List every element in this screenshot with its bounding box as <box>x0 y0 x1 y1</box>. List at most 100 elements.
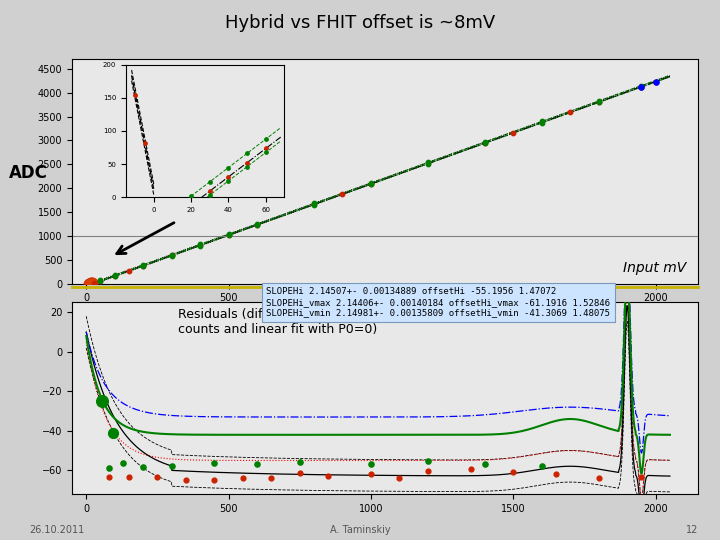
Point <box>194 240 206 249</box>
Point <box>550 469 562 478</box>
Point <box>166 251 177 260</box>
Point <box>86 278 98 287</box>
Point <box>148 233 160 242</box>
Point <box>536 461 547 470</box>
Point <box>222 231 234 240</box>
Point <box>194 241 206 250</box>
Point <box>103 472 114 481</box>
Point <box>636 83 647 91</box>
Point <box>148 230 160 238</box>
Point <box>222 163 234 172</box>
Point <box>251 460 263 469</box>
Point <box>139 138 150 147</box>
Point <box>308 200 320 208</box>
Point <box>222 230 234 239</box>
Point <box>204 191 215 199</box>
Point <box>83 279 94 288</box>
Point <box>422 466 433 475</box>
Point <box>130 90 141 99</box>
Point <box>422 159 433 168</box>
Point <box>152 473 163 482</box>
Point <box>593 98 605 107</box>
Point <box>166 251 177 259</box>
Point <box>117 459 129 468</box>
Point <box>186 201 197 210</box>
Point <box>167 215 179 224</box>
Point <box>365 179 377 187</box>
Text: SLOPEHi 2.14507+- 0.00134889 offsetHi -55.1956 1.47072
SLOPEHi_vmax 2.14406+- 0.: SLOPEHi 2.14507+- 0.00134889 offsetHi -5… <box>266 287 611 317</box>
Text: 12: 12 <box>686 524 698 535</box>
Point <box>636 83 647 91</box>
Point <box>479 138 490 146</box>
Point <box>508 467 519 476</box>
Point <box>251 220 263 229</box>
Point <box>186 192 197 200</box>
Point <box>96 397 108 406</box>
Point <box>103 464 114 472</box>
Point <box>209 458 220 467</box>
Point <box>422 457 433 465</box>
Point <box>365 469 377 478</box>
Point <box>204 187 215 195</box>
Point <box>123 266 135 275</box>
Point <box>394 474 405 483</box>
Text: Input mV: Input mV <box>623 260 686 274</box>
Point <box>337 190 348 198</box>
Point <box>650 77 662 86</box>
Point <box>109 271 120 280</box>
Point <box>95 276 107 285</box>
Point <box>650 77 662 86</box>
Point <box>138 261 149 270</box>
Point <box>260 135 271 144</box>
Text: Residuals (difference between real DCU
counts and linear fit with P0=0): Residuals (difference between real DCU c… <box>179 308 428 336</box>
Point <box>95 277 107 286</box>
Point <box>166 252 177 260</box>
Point <box>194 241 206 249</box>
Point <box>237 474 248 482</box>
Point <box>186 205 197 213</box>
Point <box>166 461 177 470</box>
Point <box>536 118 547 127</box>
Point <box>636 83 647 91</box>
Point <box>422 159 433 168</box>
Point <box>241 149 253 158</box>
Point <box>308 199 320 208</box>
Point <box>422 158 433 167</box>
Point <box>251 221 263 230</box>
Point <box>308 200 320 209</box>
Point <box>241 163 253 171</box>
Point <box>138 462 149 471</box>
Point <box>138 261 149 269</box>
Point <box>167 206 179 214</box>
Point <box>204 178 215 186</box>
Point <box>260 148 271 157</box>
Point <box>636 472 647 481</box>
Point <box>84 279 95 288</box>
Point <box>209 475 220 484</box>
Point <box>109 272 120 280</box>
Point <box>323 471 334 480</box>
Point <box>85 279 96 288</box>
Point <box>241 158 253 167</box>
Point <box>365 180 377 188</box>
Point <box>107 429 119 437</box>
Point <box>88 279 99 288</box>
Point <box>294 458 305 467</box>
Point <box>365 460 377 469</box>
Point <box>365 179 377 188</box>
Point <box>109 272 120 280</box>
Point <box>123 472 135 481</box>
Point <box>593 97 605 105</box>
Text: ADC: ADC <box>9 164 48 182</box>
Point <box>479 460 490 469</box>
Point <box>251 220 263 228</box>
Text: A. Taminskiy: A. Taminskiy <box>330 524 390 535</box>
Point <box>180 476 192 484</box>
Point <box>479 139 490 147</box>
Point <box>593 473 605 482</box>
Point <box>294 469 305 477</box>
Point <box>479 139 490 147</box>
Point <box>222 173 234 181</box>
Point <box>508 129 519 137</box>
Point <box>222 231 234 239</box>
